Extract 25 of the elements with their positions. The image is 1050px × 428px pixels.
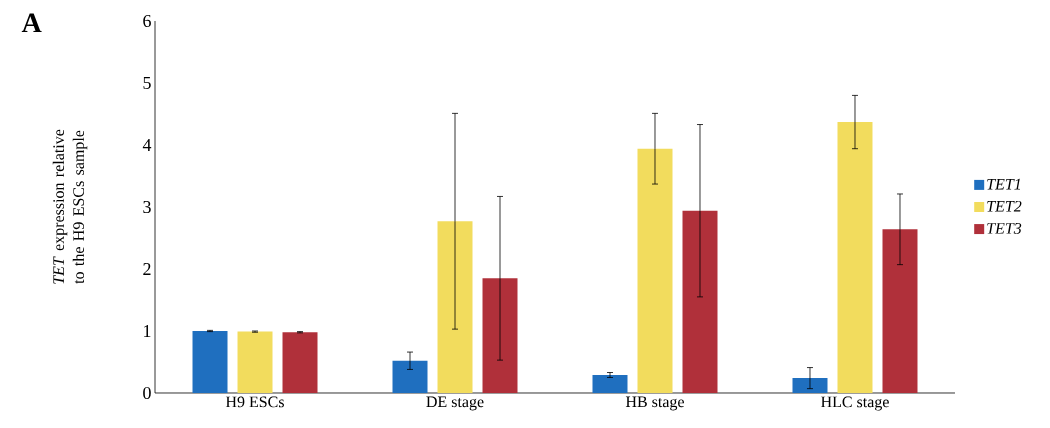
bar bbox=[682, 210, 718, 393]
y-tick-label: 5 bbox=[143, 77, 151, 89]
x-tick-label: HB stage bbox=[625, 396, 684, 411]
bar bbox=[882, 229, 918, 393]
bar bbox=[637, 148, 673, 393]
legend-label: TET3 bbox=[987, 223, 1022, 234]
x-tick-label: HLC stage bbox=[821, 396, 889, 411]
y-tick-label: 3 bbox=[143, 200, 151, 214]
bar bbox=[837, 122, 873, 393]
y-tick-label: 0 bbox=[143, 386, 151, 400]
legend-label: TET2 bbox=[987, 200, 1022, 212]
bar bbox=[192, 330, 228, 393]
text: A bbox=[21, 13, 42, 33]
y-tick-label: 4 bbox=[142, 139, 152, 151]
bar bbox=[392, 360, 428, 393]
x-tick-label: H9 ESCs bbox=[225, 396, 284, 408]
bar bbox=[237, 331, 273, 393]
x-tick-label: DE stage bbox=[426, 396, 484, 411]
bar bbox=[282, 332, 318, 393]
y-tick-label: 2 bbox=[143, 263, 151, 275]
bar bbox=[792, 378, 828, 393]
legend-label: TET1 bbox=[987, 178, 1021, 190]
y-tick-label: 1 bbox=[144, 325, 151, 337]
y-tick-label: 6 bbox=[143, 14, 151, 28]
bar bbox=[592, 375, 628, 393]
